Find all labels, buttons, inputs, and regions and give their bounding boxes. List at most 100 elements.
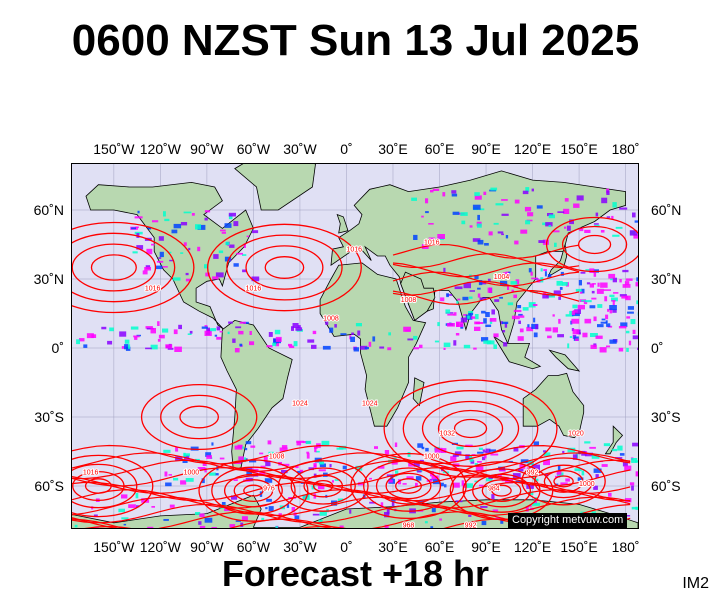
precip-cell	[305, 440, 312, 444]
precip-cell	[242, 254, 247, 256]
precip-cell	[479, 208, 485, 211]
precip-cell	[586, 282, 591, 285]
precip-cell	[132, 251, 138, 254]
precip-cell	[477, 451, 484, 454]
isobar-value-label: 1008	[401, 297, 417, 304]
precip-cell	[231, 495, 238, 500]
precip-cell	[411, 197, 417, 201]
precip-cell	[563, 208, 570, 214]
right_latitude-label: 60˚S	[651, 478, 681, 494]
precip-cell	[619, 207, 628, 210]
precip-cell	[552, 230, 560, 233]
precip-cell	[275, 341, 280, 347]
precip-cell	[533, 478, 539, 482]
landmass-uk	[336, 213, 349, 234]
precip-cell	[147, 526, 154, 528]
precip-cell	[364, 347, 369, 350]
precip-cell	[121, 517, 129, 520]
precip-cell	[485, 312, 490, 317]
precip-cell	[173, 223, 182, 229]
precip-cell	[151, 243, 155, 246]
weather-map-canvas: 1016 1016 1008 1016 1008 1016 1004 1024 1024 1032…	[72, 164, 638, 528]
bottom_longitude-label: 120˚W	[139, 539, 181, 555]
precip-cell	[195, 224, 201, 230]
precip-cell	[199, 513, 205, 517]
precip-cell	[79, 338, 85, 342]
precip-cell	[374, 446, 378, 449]
precip-cell	[557, 334, 564, 338]
precip-cell	[456, 321, 464, 327]
precip-cell	[431, 475, 436, 480]
precip-cell	[201, 326, 208, 329]
precip-cell	[228, 259, 232, 261]
precip-cell	[601, 318, 606, 321]
image-code: IM2	[682, 575, 709, 592]
precip-cell	[542, 294, 549, 299]
precip-cell	[525, 220, 531, 225]
precip-cell	[197, 467, 206, 470]
precip-cell	[121, 494, 128, 499]
precip-cell	[611, 300, 616, 302]
precip-cell	[535, 324, 539, 330]
precip-cell	[243, 243, 246, 248]
precip-cell	[211, 527, 217, 528]
precip-cell	[620, 322, 628, 327]
precip-cell	[591, 290, 595, 294]
precip-cell	[260, 465, 266, 468]
precip-cell	[525, 187, 530, 192]
precip-cell	[204, 468, 207, 473]
precip-cell	[619, 279, 622, 283]
precip-cell	[225, 241, 230, 246]
precip-cell	[493, 222, 499, 225]
precip-cell	[136, 505, 140, 508]
precip-cell	[291, 326, 294, 331]
precip-cell	[224, 223, 232, 228]
isobar-contour	[472, 473, 531, 508]
precip-cell	[445, 309, 451, 314]
precip-cell	[321, 440, 330, 446]
precip-cell	[612, 300, 615, 306]
isobar-contour	[553, 475, 574, 488]
precip-cell	[635, 282, 638, 287]
precip-cell	[124, 339, 130, 344]
precip-cell	[274, 329, 281, 335]
precip-cell	[197, 246, 201, 252]
precip-cell	[91, 334, 97, 338]
precip-cell	[452, 454, 459, 457]
precip-cell	[219, 457, 225, 460]
precip-cell	[569, 219, 574, 225]
precip-cell	[474, 192, 480, 197]
precip-cell	[606, 345, 611, 348]
precip-cell	[185, 272, 189, 276]
precip-cell	[536, 205, 543, 209]
precip-cell	[182, 459, 188, 463]
precip-cell	[493, 333, 499, 338]
precip-cell	[313, 463, 317, 468]
isobar-contour	[243, 484, 264, 497]
precip-cell	[107, 340, 113, 345]
precip-cell	[517, 336, 524, 341]
precip-cell	[416, 468, 423, 473]
precip-cell	[558, 296, 561, 300]
precip-cell	[388, 479, 393, 483]
precip-cell	[634, 220, 638, 223]
isobar-line	[392, 289, 580, 305]
precip-cell	[577, 304, 585, 310]
isobar-value-label: 992	[527, 470, 539, 477]
precip-cell	[584, 318, 592, 324]
precip-cell	[342, 465, 347, 470]
isobar-contour	[264, 256, 305, 279]
isobar-value-label: 1032	[439, 430, 455, 437]
landmass-arabia	[400, 271, 436, 322]
precip-cell	[633, 234, 638, 239]
precip-cell	[622, 269, 629, 273]
precip-cell	[547, 274, 552, 278]
isobar-value-label: 1020	[568, 430, 584, 437]
isobar-contour	[437, 409, 504, 448]
precip-cell	[468, 515, 472, 517]
precip-cell	[322, 345, 331, 350]
precip-cell	[611, 215, 614, 220]
precip-cell	[632, 442, 638, 447]
precip-cell	[607, 308, 610, 312]
precip-cell	[372, 336, 376, 342]
